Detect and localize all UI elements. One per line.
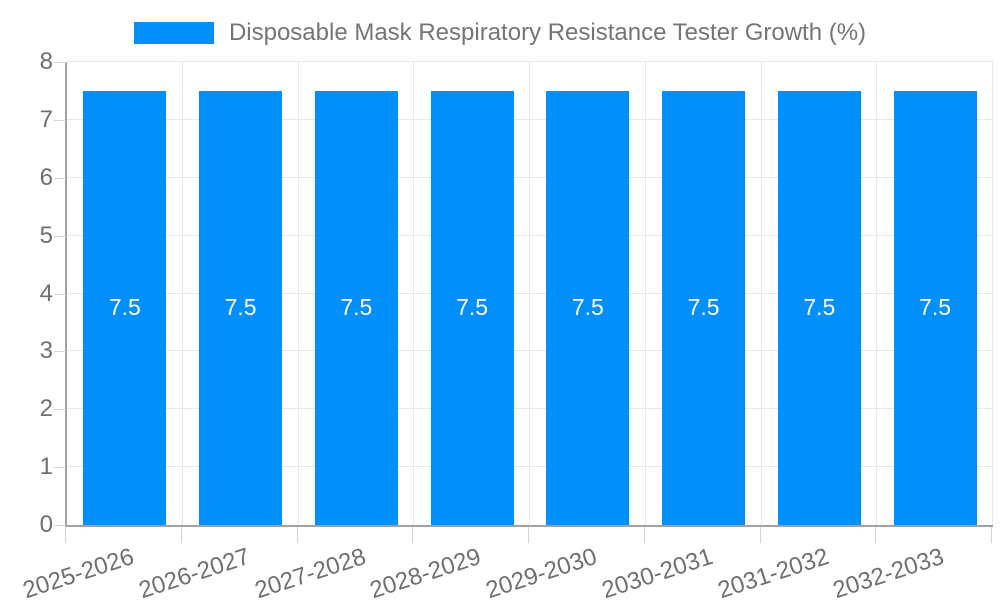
bar[interactable]: [314, 90, 398, 525]
y-tick-label: 3: [39, 337, 53, 365]
y-axis-tick: [54, 119, 66, 121]
y-axis-tick: [54, 525, 66, 526]
v-gridline: [529, 62, 530, 525]
chart-legend[interactable]: Disposable Mask Respiratory Resistance T…: [0, 19, 1000, 47]
y-tick-label: 1: [39, 453, 53, 481]
x-axis-tick: [412, 527, 414, 543]
x-axis-tick: [991, 527, 992, 543]
bar[interactable]: [662, 90, 746, 525]
h-gridline: [67, 466, 993, 468]
bar[interactable]: [777, 90, 861, 525]
bar-value-label: 7.5: [571, 293, 604, 320]
v-gridline: [181, 62, 183, 525]
x-axis-tick: [875, 527, 877, 543]
bar[interactable]: [83, 90, 167, 525]
h-gridline: [67, 176, 993, 178]
v-gridline: [297, 62, 299, 525]
x-axis-tick: [528, 527, 529, 543]
h-gridline: [67, 61, 993, 62]
v-gridline: [876, 62, 878, 525]
x-axis-tick: [643, 527, 645, 543]
bar[interactable]: [546, 90, 630, 525]
h-gridline: [67, 118, 993, 120]
x-axis-tick: [180, 527, 182, 543]
y-axis-tick: [54, 293, 66, 295]
y-axis-tick: [54, 235, 66, 237]
bar[interactable]: [430, 90, 514, 525]
x-tick-label: 2032-2033: [829, 543, 948, 600]
y-tick-label: 0: [39, 511, 53, 538]
x-axis-tick: [65, 527, 66, 543]
bar-value-label: 7.5: [803, 293, 836, 320]
bar-value-label: 7.5: [108, 293, 141, 320]
legend-label: Disposable Mask Respiratory Resistance T…: [228, 19, 867, 46]
legend-swatch-icon: [133, 22, 214, 44]
v-gridline: [644, 62, 646, 525]
bar-value-label: 7.5: [456, 293, 489, 320]
x-axis-tick: [296, 527, 298, 543]
h-gridline: [67, 292, 993, 294]
plot-area: 7.5 7.5 7.5 7.5 7.5 7.5 7.5 7.5: [65, 61, 993, 527]
y-axis-tick: [54, 467, 66, 469]
y-axis-tick: [54, 351, 66, 353]
h-gridline: [67, 350, 993, 352]
bar-value-label: 7.5: [340, 293, 373, 320]
v-gridline: [413, 62, 415, 525]
y-axis-tick: [54, 62, 66, 63]
y-tick-label: 6: [39, 163, 53, 191]
y-axis-tick: [54, 177, 66, 179]
y-tick-label: 7: [39, 105, 53, 133]
v-gridline: [760, 62, 762, 525]
y-tick-label: 8: [39, 48, 53, 75]
y-tick-label: 5: [39, 221, 53, 249]
bar[interactable]: [893, 90, 977, 525]
bar-value-label: 7.5: [919, 293, 952, 320]
bar-value-label: 7.5: [224, 293, 257, 320]
bar-value-label: 7.5: [687, 293, 720, 320]
y-tick-label: 4: [39, 279, 53, 307]
y-axis-tick: [54, 409, 66, 411]
h-gridline: [67, 408, 993, 410]
v-gridline: [992, 62, 993, 525]
x-axis-tick: [759, 527, 761, 543]
bar[interactable]: [199, 90, 283, 525]
y-tick-label: 2: [39, 395, 53, 423]
h-gridline: [67, 234, 993, 236]
x-label-anchor: 2032-2033: [639, 543, 948, 600]
